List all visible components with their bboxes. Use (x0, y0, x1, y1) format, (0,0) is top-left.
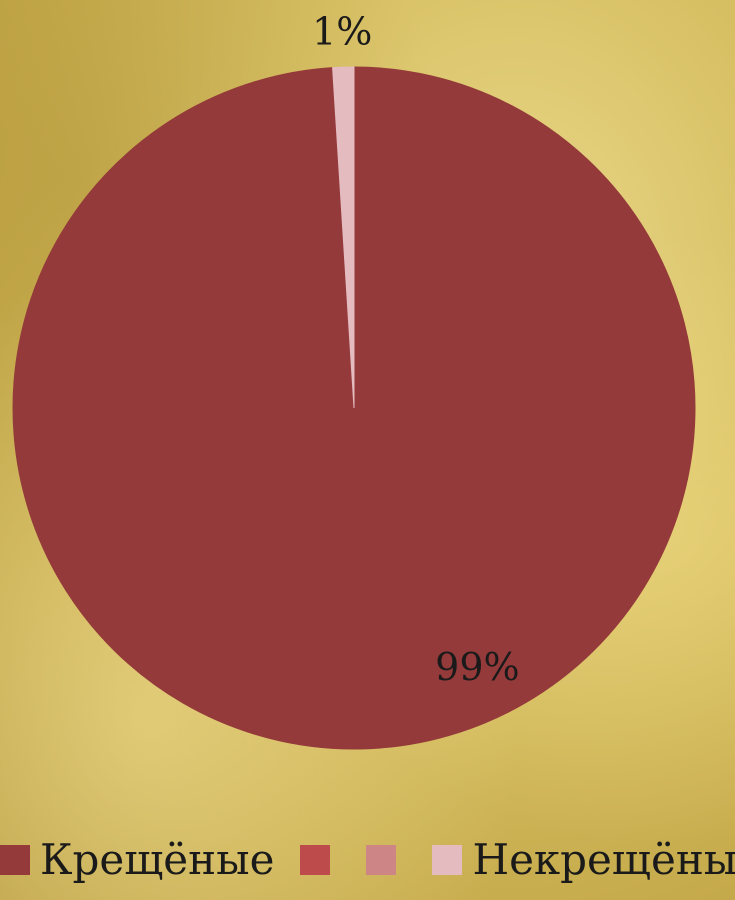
legend-item-0: Крещёные (0, 839, 274, 881)
pie-chart: 99% 1% (12, 10, 696, 750)
legend-swatch-1 (300, 845, 331, 875)
legend-item-2 (366, 845, 406, 875)
legend-label-0: Крещёные (40, 835, 275, 884)
data-label-Некрещёные: 1% (312, 10, 372, 54)
legend-item-3: Некрещёные (432, 839, 735, 881)
pie-data-labels: 99% 1% (312, 10, 520, 689)
legend-label-3: Некрещёные (472, 835, 735, 884)
data-label-Крещёные: 99% (435, 645, 519, 689)
pie-slice-Некрещёные (332, 66, 355, 409)
legend-swatch-3 (432, 845, 463, 875)
pie-slices (12, 66, 696, 750)
chart-legend: Крещёные Некрещёные (0, 830, 735, 890)
legend-swatch-2 (366, 845, 397, 875)
legend-item-1 (300, 845, 340, 875)
legend-swatch-0 (0, 845, 30, 875)
